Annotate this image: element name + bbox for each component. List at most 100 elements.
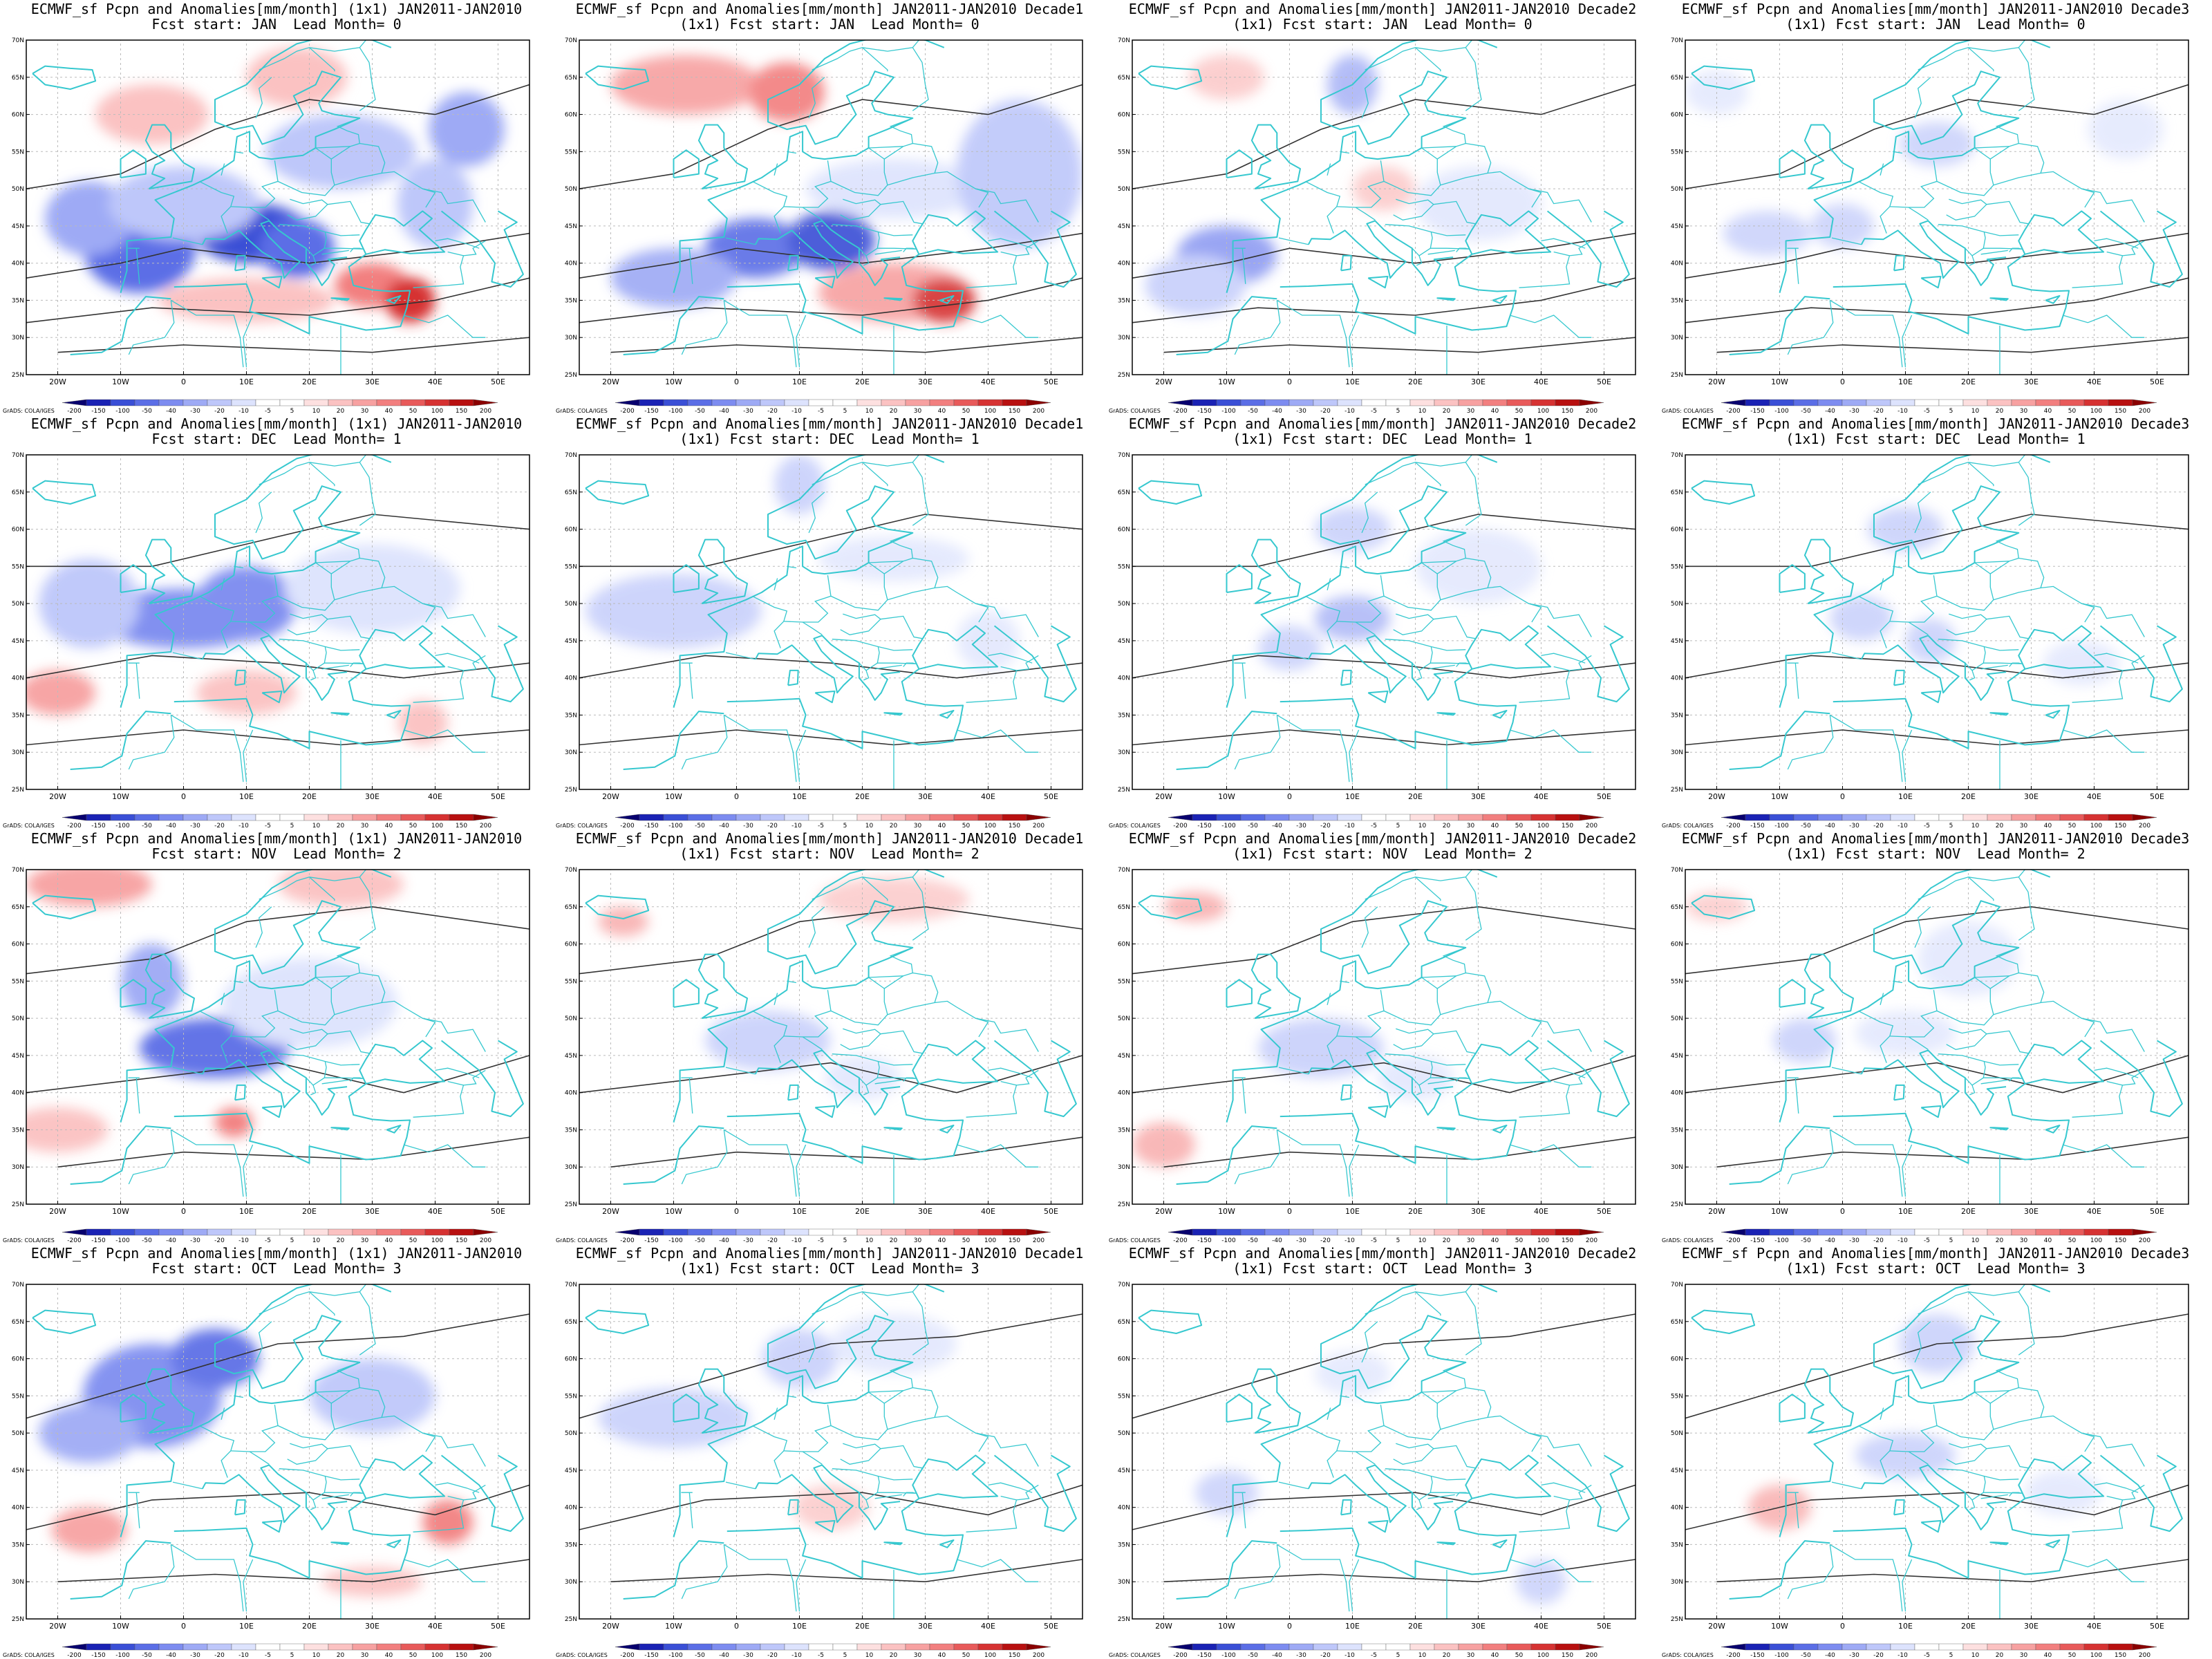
lon-tick-label: 0	[1840, 1622, 1845, 1631]
border-line	[752, 180, 788, 234]
border-line	[1327, 993, 1331, 1005]
colorbar-swatch	[449, 399, 474, 406]
lat-tick-label: 55N	[1671, 978, 1683, 985]
colorbar-label: 10	[1418, 1237, 1427, 1244]
border-line	[1984, 231, 2019, 236]
forecast-map-panel: 70N 65N 60N 55N 50N 45N 40N 35N 30N 25N 20W 10W 0 10E…	[553, 1244, 1106, 1659]
border-line	[334, 171, 436, 208]
precip-contours	[1685, 1313, 2188, 1583]
lon-tick-label: 40E	[2087, 377, 2101, 386]
graticule	[579, 1284, 1082, 1619]
border-line	[1276, 299, 1350, 368]
lon-tick-label: 30E	[365, 792, 379, 801]
border-line	[1433, 1030, 1476, 1054]
coastline	[697, 538, 748, 605]
lat-tick-label: 65N	[1671, 904, 1683, 911]
lat-tick-label: 25N	[1671, 1201, 1683, 1208]
colorbar-label: -40	[719, 408, 729, 415]
border-line	[787, 565, 797, 569]
contour-line	[579, 655, 1082, 679]
colorbar-swatch	[1962, 1643, 1988, 1651]
border-line	[1914, 77, 1931, 119]
graticule	[26, 1284, 529, 1619]
colorbar-swatch	[158, 1643, 184, 1651]
colorbar-label: -5	[265, 1237, 271, 1244]
grads-credit: GrADS: COLA/IGES	[556, 1237, 608, 1244]
colorbar-label: -40	[166, 823, 176, 830]
colorbar-swatch	[1530, 814, 1556, 821]
colorbar-label: -10	[791, 1652, 802, 1659]
colorbar-swatch	[1409, 1643, 1435, 1651]
lon-tick-label: 20W	[49, 377, 66, 386]
colorbar-swatch	[1385, 1228, 1411, 1236]
colorbar-swatch	[1721, 814, 1746, 821]
border-line	[880, 1445, 923, 1469]
colorbar-swatch	[352, 399, 377, 406]
lat-tick-label: 55N	[565, 149, 577, 156]
colorbar-swatch	[1288, 1643, 1314, 1651]
border-line	[1541, 1067, 1586, 1078]
coastline	[1492, 295, 1508, 304]
coastline	[787, 1499, 799, 1516]
border-line	[327, 1030, 370, 1054]
colorbar-swatch	[711, 399, 737, 406]
grads-credit: GrADS: COLA/IGES	[3, 408, 55, 414]
colorbar-swatch	[231, 399, 256, 406]
lat-tick-label: 65N	[1118, 75, 1130, 82]
border-line	[359, 972, 386, 1003]
lat-tick-label: 45N	[565, 638, 577, 645]
colorbar-swatch	[2132, 399, 2157, 406]
border-line	[1456, 1492, 1469, 1497]
border-line	[2122, 240, 2145, 256]
colorbar-swatch	[473, 1643, 498, 1651]
coastline	[883, 297, 903, 301]
coastline	[1492, 1125, 1508, 1134]
border-line	[1355, 1036, 1376, 1050]
coastline	[1779, 979, 1806, 1008]
anomaly-blob	[1314, 1351, 1391, 1396]
colorbar-label: -50	[1801, 1237, 1811, 1244]
border-line	[1349, 315, 1360, 368]
border-line	[1509, 729, 1592, 753]
colorbar-swatch	[1434, 399, 1459, 406]
lat-tick-label: 70N	[12, 867, 24, 874]
border-line	[359, 1387, 386, 1418]
colorbar-swatch	[255, 1643, 281, 1651]
colorbar-swatch	[1264, 1228, 1290, 1236]
colorbar-swatch	[1987, 814, 2012, 821]
lon-tick-label: 50E	[2150, 1622, 2164, 1631]
map-frame	[579, 1284, 1083, 1620]
lon-tick-label: 10E	[1345, 377, 1360, 386]
border-line	[1986, 1030, 2029, 1054]
anomaly-blob	[1905, 618, 1956, 664]
border-line	[403, 315, 486, 338]
lon-tick-label: 20E	[302, 792, 317, 801]
map-frame	[26, 454, 530, 790]
colorbar-label: -5	[1371, 1237, 1377, 1244]
lat-tick-label: 55N	[12, 978, 24, 985]
lat-tick-label: 35N	[1671, 297, 1683, 304]
colorbar-label: -5	[265, 823, 271, 830]
anomaly-blob	[26, 670, 96, 715]
colorbar-label: -50	[695, 1652, 705, 1659]
lat-tick-label: 50N	[1118, 186, 1130, 193]
colorbar-label: -20	[767, 1652, 778, 1659]
lon-tick-label: 0	[734, 1207, 739, 1216]
colorbar-swatch	[400, 399, 426, 406]
coastline	[1803, 953, 1854, 1020]
colorbar-swatch	[110, 1228, 135, 1236]
anomaly-shading	[1830, 507, 2119, 686]
lon-tick-label: 0	[1287, 377, 1292, 386]
border-line	[1946, 1028, 1987, 1050]
colorbar-label: 5	[1949, 408, 1953, 415]
lat-tick-label: 35N	[565, 712, 577, 719]
border-line	[1969, 1499, 1976, 1510]
coastline	[1226, 870, 1498, 1123]
grads-credit: GrADS: COLA/IGES	[1109, 1237, 1161, 1244]
colorbar-label: -40	[166, 1237, 176, 1244]
border-line	[172, 1067, 203, 1075]
colorbar-label: -200	[1726, 1237, 1741, 1244]
precip-contours	[579, 1313, 1082, 1583]
lat-tick-label: 45N	[1671, 638, 1683, 645]
lat-tick-label: 55N	[1671, 1393, 1683, 1400]
